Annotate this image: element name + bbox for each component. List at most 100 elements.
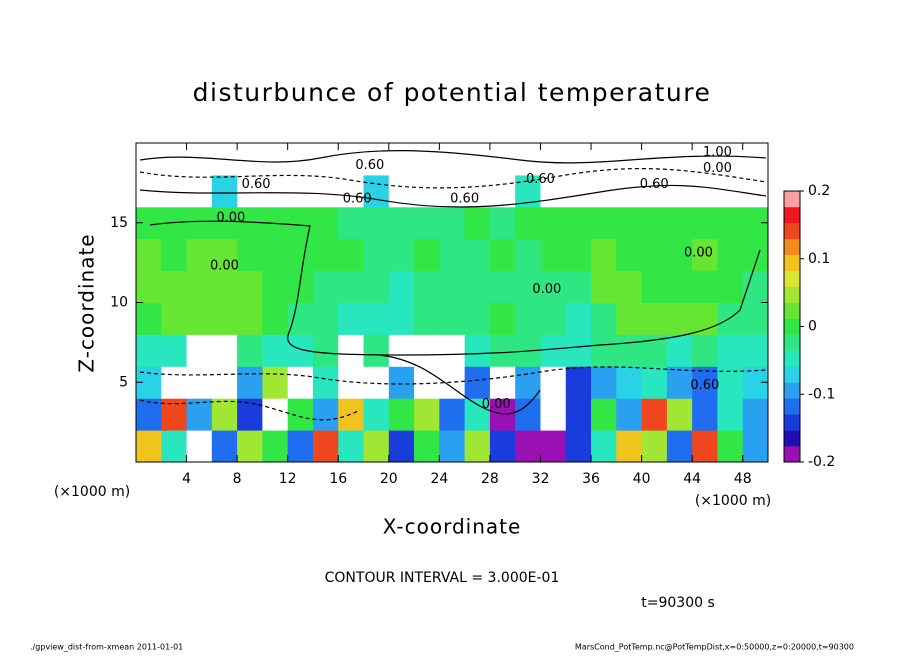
cell bbox=[363, 174, 390, 208]
cell bbox=[692, 430, 718, 463]
cell bbox=[136, 430, 162, 463]
cell bbox=[262, 398, 289, 431]
x-unit: (×1000 m) bbox=[695, 493, 771, 509]
colorbar-swatch bbox=[784, 222, 800, 240]
cell bbox=[237, 334, 263, 367]
cell bbox=[489, 174, 516, 208]
cell bbox=[717, 206, 744, 240]
cell bbox=[515, 143, 541, 176]
cell bbox=[388, 398, 415, 431]
cell bbox=[237, 238, 263, 272]
cell bbox=[414, 430, 440, 463]
cell bbox=[464, 430, 491, 463]
contour-label: 0.00 bbox=[216, 210, 245, 225]
contour-label: 0.00 bbox=[703, 161, 732, 176]
cell bbox=[565, 174, 592, 208]
cell bbox=[464, 238, 491, 272]
cell bbox=[161, 334, 188, 367]
cell bbox=[692, 270, 718, 303]
cell bbox=[540, 174, 567, 208]
cell bbox=[338, 430, 365, 463]
contour-label: 0.60 bbox=[343, 191, 372, 206]
cell bbox=[591, 366, 617, 399]
cell bbox=[540, 143, 567, 176]
cell bbox=[641, 206, 668, 240]
cell bbox=[211, 174, 238, 208]
contour-line bbox=[139, 399, 361, 421]
colorbar-tick-label: 0.1 bbox=[808, 251, 830, 267]
colorbar-swatch bbox=[784, 414, 800, 431]
cell bbox=[641, 430, 668, 463]
cell bbox=[717, 302, 744, 335]
cell bbox=[616, 334, 643, 367]
cell bbox=[262, 270, 289, 303]
cell bbox=[136, 302, 162, 335]
cell bbox=[565, 143, 592, 176]
cell bbox=[414, 270, 440, 303]
cell bbox=[540, 206, 567, 240]
cell bbox=[237, 366, 263, 399]
colorbar-swatch bbox=[784, 382, 800, 399]
cell bbox=[616, 430, 643, 463]
colorbar-swatch bbox=[784, 334, 800, 351]
cell bbox=[211, 270, 238, 303]
cell bbox=[161, 174, 188, 208]
colorbar-swatch bbox=[784, 254, 800, 272]
contour-line bbox=[379, 354, 541, 415]
cell bbox=[439, 143, 466, 176]
cell bbox=[136, 238, 162, 272]
cell bbox=[136, 398, 162, 431]
contour-label: 0.00 bbox=[482, 397, 511, 412]
cell bbox=[262, 334, 289, 367]
cell bbox=[338, 302, 365, 335]
contour-line bbox=[139, 366, 767, 385]
cell bbox=[591, 270, 617, 303]
cell bbox=[717, 238, 744, 272]
cell bbox=[211, 302, 238, 335]
cell bbox=[515, 270, 541, 303]
cell bbox=[237, 302, 263, 335]
y-unit: (×1000 m) bbox=[54, 484, 130, 500]
cell bbox=[565, 206, 592, 240]
cell bbox=[388, 143, 415, 176]
cell bbox=[363, 398, 390, 431]
cell bbox=[591, 334, 617, 367]
cell bbox=[363, 302, 390, 335]
contour-label: 0.00 bbox=[532, 282, 561, 297]
contour-line bbox=[139, 184, 767, 208]
cell bbox=[388, 302, 415, 335]
cell bbox=[515, 238, 541, 272]
contour-line bbox=[149, 220, 761, 356]
cell bbox=[211, 430, 238, 463]
cell bbox=[540, 270, 567, 303]
cell bbox=[692, 174, 718, 208]
colorbar-swatch bbox=[784, 238, 800, 256]
cell bbox=[363, 238, 390, 272]
colorbar-swatch bbox=[784, 270, 800, 287]
cell bbox=[312, 206, 339, 240]
colorbar-swatch bbox=[784, 398, 800, 415]
cell bbox=[641, 302, 668, 335]
cell bbox=[287, 366, 314, 399]
cell bbox=[692, 238, 718, 272]
cell bbox=[414, 398, 440, 431]
contour-line bbox=[139, 150, 767, 164]
colorbar-tick-label: 0 bbox=[808, 319, 817, 335]
cell bbox=[717, 398, 744, 431]
cell bbox=[489, 334, 516, 367]
cell bbox=[742, 270, 769, 303]
cell bbox=[540, 334, 567, 367]
contour-label: 0.60 bbox=[450, 191, 479, 206]
cell bbox=[287, 143, 314, 176]
cell bbox=[312, 334, 339, 367]
cell bbox=[565, 398, 592, 431]
x-tick-label: 32 bbox=[532, 471, 550, 487]
cell bbox=[464, 398, 491, 431]
colorbar-tick-label: 0.2 bbox=[808, 183, 830, 199]
contour-label: 0.60 bbox=[526, 172, 555, 187]
cell bbox=[616, 270, 643, 303]
colorbar: -0.2 -0.1 0 0.1 0.2 bbox=[783, 183, 835, 470]
cell bbox=[363, 143, 390, 176]
